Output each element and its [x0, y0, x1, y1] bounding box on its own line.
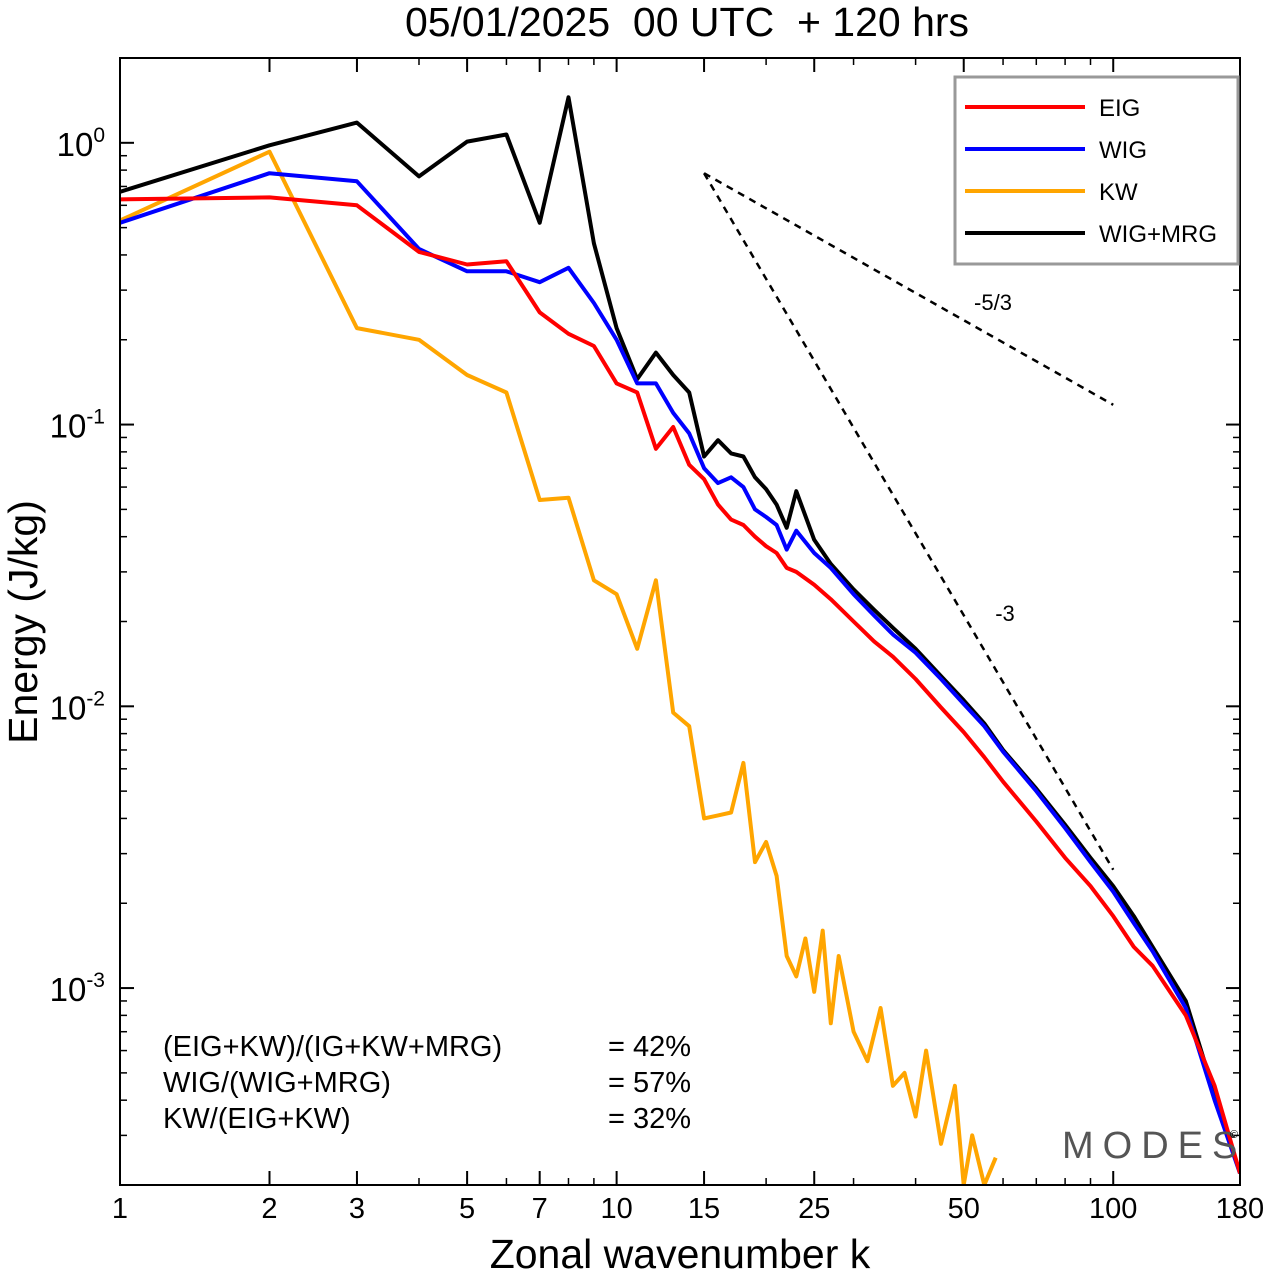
series-line-wig: [120, 171, 1240, 1174]
series-line-eig: [120, 195, 1240, 1174]
x-tick-label: 50: [948, 1193, 980, 1225]
chart-title: 05/01/2025 00 UTC + 120 hrs: [405, 0, 969, 45]
plot-frame: [119, 57, 1241, 1186]
x-tick-label: 3: [349, 1193, 365, 1225]
reference-slope-line: [702, 172, 1115, 871]
copyright-mark: ©: [1230, 1129, 1238, 1141]
ratio-label: WIG/(WIG+MRG): [163, 1067, 391, 1099]
ratio-value: = 57%: [608, 1067, 691, 1099]
x-tick-label: 2: [261, 1193, 277, 1225]
legend-label: KW: [1099, 179, 1138, 206]
x-tick-label: 5: [459, 1193, 475, 1225]
y-tick-label: 100: [57, 124, 105, 163]
legend-label: EIG: [1099, 95, 1140, 122]
x-tick-label: 7: [532, 1193, 548, 1225]
y-tick-label: 10-1: [50, 406, 105, 445]
x-tick-label: 1: [112, 1193, 128, 1225]
y-axis-label: Energy (J/kg): [0, 500, 46, 744]
ratio-label: KW/(EIG+KW): [163, 1103, 351, 1135]
x-tick-label: 25: [798, 1193, 830, 1225]
legend-label: WIG: [1099, 137, 1147, 164]
x-tick-label: 100: [1089, 1193, 1137, 1225]
reference-slope-label: -3: [995, 601, 1015, 626]
reference-slope-line: [703, 172, 1114, 406]
modes-watermark: MODES: [1062, 1125, 1246, 1167]
series-line-kw: [120, 149, 998, 1185]
series-line-wig-mrg: [120, 95, 1240, 1174]
x-tick-label: 10: [600, 1193, 632, 1225]
x-axis-label: Zonal wavenumber k: [490, 1231, 871, 1277]
ratio-label: (EIG+KW)/(IG+KW+MRG): [163, 1031, 502, 1063]
y-tick-label: 10-3: [50, 969, 105, 1008]
x-tick-label: 180: [1216, 1193, 1264, 1225]
legend-label: WIG+MRG: [1099, 221, 1217, 248]
x-tick-label: 15: [688, 1193, 720, 1225]
y-tick-label: 10-2: [50, 687, 105, 726]
ratio-value: = 32%: [608, 1103, 691, 1135]
ratio-value: = 42%: [608, 1031, 691, 1063]
reference-slope-label: -5/3: [974, 290, 1012, 315]
